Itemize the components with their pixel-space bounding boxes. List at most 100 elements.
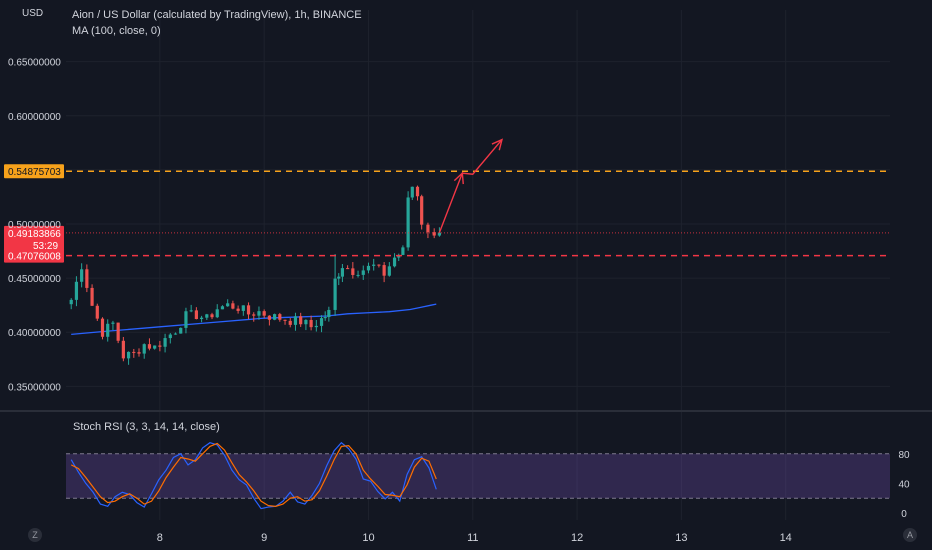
candle [95, 305, 99, 319]
bar-countdown: 53:29 [33, 241, 58, 252]
candle [205, 314, 209, 318]
candle [340, 268, 345, 277]
candle [231, 303, 235, 309]
candle [252, 314, 256, 316]
candle [387, 266, 391, 276]
candle [273, 314, 277, 320]
zoom-button[interactable]: Z [28, 528, 42, 542]
candle [401, 247, 405, 255]
ma-layer [71, 303, 437, 336]
candle [168, 334, 172, 339]
stoch-k-line [70, 441, 437, 510]
candle [173, 333, 178, 335]
candle [299, 316, 303, 325]
candle [241, 305, 245, 311]
candle [116, 322, 120, 341]
rsi-y-tick-label: 40 [898, 479, 910, 490]
candle [121, 340, 125, 359]
candles [69, 185, 442, 365]
candle [194, 310, 198, 320]
candle [69, 299, 73, 305]
candle [106, 323, 110, 337]
stoch-d-line [70, 442, 437, 507]
annotations [438, 138, 504, 233]
rsi-y-tick-label: 0 [901, 509, 907, 520]
current-tag [4, 225, 64, 252]
candle [153, 345, 157, 349]
x-tick-label: 11 [467, 532, 478, 544]
candle [304, 319, 308, 325]
candle [132, 351, 136, 353]
candle [184, 311, 188, 328]
y-tick-label: 0.60000000 [8, 112, 61, 123]
candle [314, 325, 318, 328]
candle [346, 268, 350, 270]
candle [142, 344, 146, 354]
y-tick-label: 0.40000000 [8, 328, 61, 339]
auto-scale-button[interactable]: A [903, 528, 917, 542]
candle [410, 186, 414, 198]
arrow-head-2 [491, 138, 504, 151]
candle [246, 305, 251, 315]
candle [278, 314, 282, 320]
candle [100, 318, 105, 337]
candle [80, 269, 84, 282]
candle [288, 320, 292, 325]
candle [309, 319, 313, 328]
candle [85, 269, 89, 288]
ma-legend[interactable]: MA (100, close, 0) [72, 25, 161, 37]
candle [327, 309, 331, 318]
candle [199, 317, 204, 320]
candle [382, 265, 386, 276]
x-tick-label: 10 [362, 532, 374, 544]
candle [147, 344, 152, 349]
candle [189, 310, 193, 312]
candle [437, 232, 442, 236]
stoch-rsi-label[interactable]: Stoch RSI (3, 3, 14, 14, close) [73, 421, 220, 433]
candle [432, 232, 436, 236]
candle [267, 315, 271, 320]
candle [158, 345, 162, 347]
y-tick-label: 0.50000000 [8, 220, 61, 231]
resistance-tag [4, 164, 64, 179]
rsi-band [66, 453, 890, 499]
candle [236, 308, 240, 311]
x-tick-label: 13 [675, 532, 687, 544]
candle [377, 264, 381, 266]
candle [293, 316, 298, 325]
support-tag [4, 248, 64, 263]
candle [337, 276, 341, 279]
current-price-label: 0.49183866 [8, 229, 61, 240]
candle [420, 196, 424, 225]
candle [406, 197, 410, 248]
candle [333, 278, 337, 310]
candle [210, 314, 214, 318]
candle [74, 281, 79, 300]
support-price-label: 0.47076008 [8, 252, 61, 263]
stoch-rsi-pane [66, 441, 890, 510]
arrow-head-1 [453, 171, 464, 185]
projection-arrow [438, 139, 503, 233]
axes: 0.35000000 0.40000000 0.45000000 0.50000000… [8, 58, 910, 544]
candle [215, 309, 219, 318]
candle [426, 224, 430, 233]
candle [392, 257, 397, 267]
candle [163, 338, 167, 347]
candle [283, 319, 287, 321]
candle [126, 351, 131, 359]
chart-title[interactable]: Aion / US Dollar (calculated by TradingV… [72, 9, 362, 21]
candle [137, 352, 141, 354]
candle [257, 311, 261, 316]
y-tick-label: 0.65000000 [8, 58, 61, 69]
candle [366, 265, 371, 271]
candle [179, 327, 183, 334]
x-tick-label: 14 [780, 532, 792, 544]
candle [415, 186, 420, 197]
price-unit: USD [22, 8, 44, 19]
candle [356, 274, 360, 276]
candle [90, 287, 94, 306]
candle [323, 317, 327, 319]
y-tick-label: 0.35000000 [8, 382, 61, 393]
